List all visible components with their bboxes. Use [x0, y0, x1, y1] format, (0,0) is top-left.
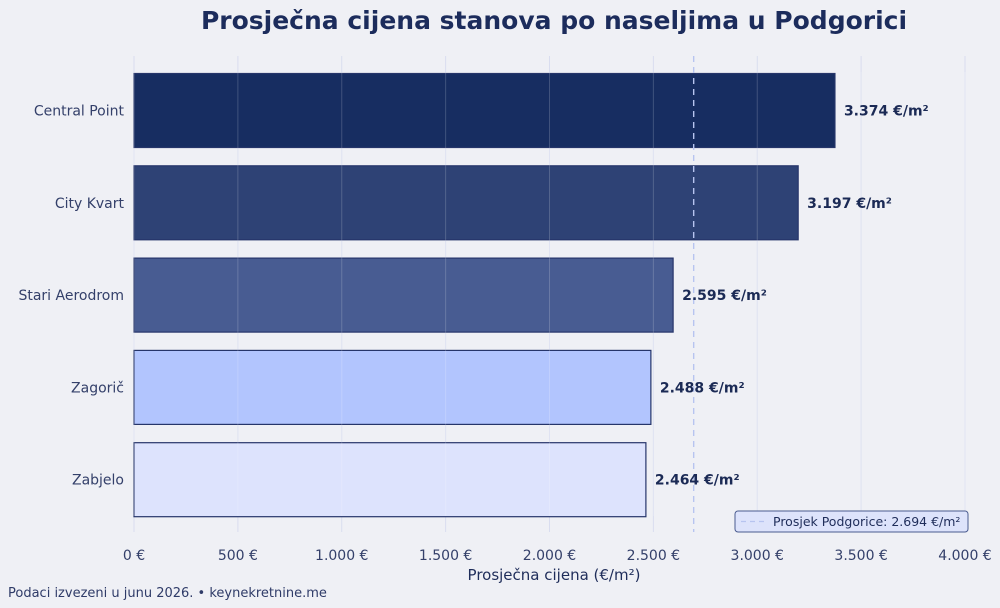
x-axis-title: Prosječna cijena (€/m²) — [468, 566, 641, 584]
category-label: Zabjelo — [72, 473, 124, 489]
category-label: Central Point — [34, 104, 125, 120]
bar — [133, 165, 799, 241]
bar — [133, 349, 652, 425]
bars — [133, 72, 836, 518]
x-tick-label: 500 € — [218, 548, 258, 564]
data-label: 2.595 €/m² — [682, 288, 767, 304]
data-label: 3.197 €/m² — [807, 196, 892, 212]
x-tick-label: 0 € — [123, 548, 145, 564]
x-tick-label: 1.500 € — [419, 548, 472, 564]
x-tick-label: 4.000 € — [938, 548, 991, 564]
chart-title: Prosječna cijena stanova po naseljima u … — [201, 6, 907, 35]
legend-entry: Prosjek Podgorice: 2.694 €/m² — [773, 514, 960, 529]
x-tick-label: 3.000 € — [731, 548, 784, 564]
legend-box — [734, 510, 969, 533]
labels: 0 € 500 € 1.000 € 1.500 € 2.000 € 2.500 € 3.00… — [18, 104, 991, 565]
data-label: 2.488 €/m² — [660, 380, 745, 396]
x-tick-label: 1.000 € — [315, 548, 368, 564]
bar — [133, 257, 674, 333]
x-tick-label: 3.500 € — [834, 548, 887, 564]
reference-line-group — [133, 56, 966, 532]
category-label: City Kvart — [55, 196, 125, 212]
category-label: Zagorič — [71, 380, 124, 396]
data-label: 3.374 €/m² — [844, 104, 929, 120]
legend: Prosjek Podgorice: 2.694 €/m² — [734, 510, 969, 533]
category-label: Stari Aerodrom — [18, 288, 124, 304]
footer-note: Podaci izvezeni u junu 2026. • keynekret… — [8, 586, 327, 601]
x-tick-label: 2.000 € — [523, 548, 576, 564]
x-tick-label: 2.500 € — [627, 548, 680, 564]
bar — [133, 72, 836, 149]
data-label: 2.464 €/m² — [655, 473, 740, 489]
bar — [133, 442, 647, 518]
